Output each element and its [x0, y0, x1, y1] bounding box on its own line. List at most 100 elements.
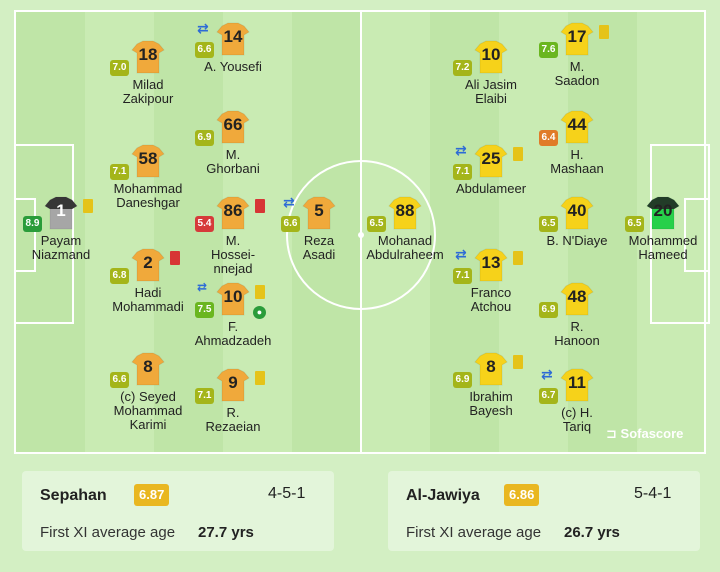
player-20[interactable]: 20 6.5 Mohammed Hameed [603, 196, 720, 286]
player-name-line: Mohammed [628, 233, 698, 248]
jersey-number: 20 [653, 201, 673, 220]
player-13[interactable]: 13 7.1 ⇄ Franco Atchou [431, 246, 551, 338]
player-name-line: Abdulameer [455, 181, 527, 196]
player-name-line: Zakipour [122, 91, 174, 106]
player-2[interactable]: 2 6.8 Hadi Mohammadi [88, 248, 208, 338]
jersey-number: 40 [567, 201, 587, 220]
player-name-line: nnejad [213, 261, 253, 276]
player-name-line: F. [227, 319, 239, 334]
jersey-icon: 10 [474, 40, 508, 74]
jersey-number: 14 [223, 27, 243, 46]
player-58[interactable]: 58 7.1 Mohammad Daneshgar [88, 144, 208, 234]
player-rating: 7.1 [453, 268, 472, 284]
player-rating: 6.6 [110, 372, 129, 388]
yellow-card-icon [599, 25, 609, 39]
jersey-icon: 1 [44, 196, 78, 230]
player-5[interactable]: 5 6.6 ⇄ Reza Asadi [259, 194, 379, 286]
player-name: H. Mashaan [517, 148, 637, 176]
jersey-icon: 66 [216, 110, 250, 144]
substitution-icon: ⇄ [197, 280, 208, 294]
player-86[interactable]: 86 5.4 M. Hossei-nnejad [173, 196, 293, 286]
sofascore-logo: ⊐ Sofascore [606, 426, 684, 441]
substitution-icon: ⇄ [197, 20, 209, 36]
player-rating: 6.5 [625, 216, 644, 232]
jersey-icon: 10 [216, 282, 250, 316]
player-name: Abdulameer [431, 182, 551, 196]
jersey-number: 48 [567, 287, 587, 306]
player-44[interactable]: 44 6.4 H. Mashaan [517, 110, 637, 200]
player-rating: 7.0 [110, 60, 129, 76]
sofascore-icon: ⊐ [606, 426, 617, 441]
player-name-line: Mashaan [550, 161, 604, 176]
player-name-line: Niazmand [31, 247, 91, 262]
yellow-card-icon [255, 371, 265, 385]
player-rating: 7.1 [195, 388, 214, 404]
away-team-panel[interactable]: Al-Jawiya 6.86 5-4-1 First XI average ag… [388, 471, 700, 551]
player-18[interactable]: 18 7.0 Milad Zakipour [88, 40, 208, 130]
home-team-panel[interactable]: Sepahan 6.87 4-5-1 First XI average age … [22, 471, 334, 551]
jersey-icon: 25 [474, 144, 508, 178]
player-name-line: Ahmadzadeh [194, 333, 272, 348]
player-10[interactable]: 10 7.2 Ali Jasim Elaibi [431, 40, 551, 130]
player-name-line: Hanoon [554, 333, 600, 348]
player-88[interactable]: 88 6.5 Mohanad Abdulraheem [345, 196, 465, 286]
player-name: M. Saadon [517, 60, 637, 88]
away-team-name: Al-Jawiya [406, 487, 480, 504]
player-1[interactable]: 1 8.9 Payam Niazmand [1, 196, 121, 286]
player-name-line: Milad [132, 77, 164, 92]
player-11[interactable]: 11 6.7 ⇄ (c) H. Tariq [517, 366, 637, 458]
yellow-card-icon [513, 355, 523, 369]
player-name-line: Mohammad [113, 403, 183, 418]
player-9[interactable]: 9 7.1 R. Rezaeian [173, 368, 293, 458]
away-formation: 5-4-1 [634, 485, 672, 502]
player-8[interactable]: 8 6.6 (c) Seyed Mohammad Karimi [88, 352, 208, 442]
player-name-line: M. [569, 59, 585, 74]
jersey-number: 5 [314, 201, 324, 220]
substitution-icon: ⇄ [283, 194, 295, 210]
player-rating: 6.7 [539, 388, 558, 404]
yellow-card-icon [255, 285, 265, 299]
player-rating: 6.9 [195, 130, 214, 146]
player-name-line: Asadi [302, 247, 336, 262]
player-rating: 6.8 [110, 268, 129, 284]
player-name-line: Saadon [554, 73, 600, 88]
player-name-line: Karimi [129, 417, 167, 432]
player-name-line: Atchou [470, 299, 512, 314]
substitution-icon: ⇄ [455, 142, 467, 158]
red-card-icon [170, 251, 180, 265]
player-40[interactable]: 40 6.5 B. N'Diaye [517, 196, 637, 286]
player-17[interactable]: 17 7.6 M. Saadon [517, 22, 637, 112]
yellow-card-icon [83, 199, 93, 213]
jersey-number: 13 [481, 253, 501, 272]
jersey-number: 1 [56, 201, 66, 220]
player-name: Hadi Mohammadi [88, 286, 208, 314]
player-rating: 8.9 [23, 216, 42, 232]
player-name: Mohammed Hameed [603, 234, 720, 262]
substitution-icon: ⇄ [541, 366, 553, 382]
player-48[interactable]: 48 6.9 R. Hanoon [517, 282, 637, 372]
goal-ball-icon: ● [253, 306, 266, 319]
jersey-icon: 8 [474, 352, 508, 386]
player-rating: 7.1 [110, 164, 129, 180]
red-card-icon [255, 199, 265, 213]
player-66[interactable]: 66 6.9 M. Ghorbani [173, 110, 293, 200]
player-rating: 6.5 [367, 216, 386, 232]
player-name: F. Ahmadzadeh [173, 320, 293, 348]
home-age-value: 27.7 yrs [198, 524, 254, 541]
player-8[interactable]: 8 6.9 Ibrahim Bayesh [431, 352, 551, 442]
player-25[interactable]: 25 7.1 ⇄ Abdulameer [431, 142, 551, 234]
right-goal-box [684, 198, 710, 272]
player-name-line: Reza [303, 233, 335, 248]
left-goal-box [14, 198, 36, 272]
player-name-line: Franco [470, 285, 512, 300]
player-name-line: Ghorbani [206, 161, 260, 176]
player-name-line: Mohammadi [112, 299, 184, 314]
player-name-line: Abdulraheem [366, 247, 444, 262]
home-age-label: First XI average age [40, 524, 176, 541]
player-name-line: Elaibi [475, 91, 507, 106]
player-name: Milad Zakipour [88, 78, 208, 106]
player-10[interactable]: 10 7.5 ⇄ ● F. Ahmadzadeh [173, 280, 293, 372]
jersey-icon: 17 [560, 22, 594, 56]
home-team-name: Sepahan [40, 487, 107, 504]
player-14[interactable]: 14 6.6 ⇄ A. Yousefi [173, 20, 293, 112]
